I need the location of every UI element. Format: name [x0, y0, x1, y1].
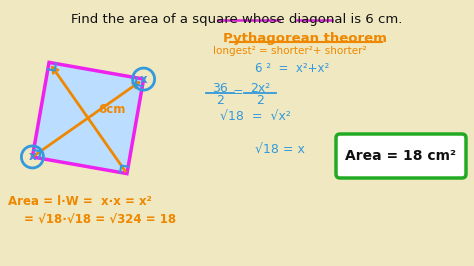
Text: √18  =  √x²: √18 = √x² — [220, 110, 291, 123]
Text: 2x²: 2x² — [250, 82, 270, 95]
Text: √18 = x: √18 = x — [255, 143, 305, 156]
Text: = √18·√18 = √324 = 18: = √18·√18 = √324 = 18 — [24, 213, 176, 226]
Text: Find the area of a square whose diagonal is 6 cm.: Find the area of a square whose diagonal… — [71, 13, 403, 26]
Polygon shape — [32, 63, 144, 174]
Text: Area = l·W =  x·x = x²: Area = l·W = x·x = x² — [8, 195, 152, 208]
Text: x: x — [28, 151, 36, 163]
Text: 2: 2 — [256, 94, 264, 107]
Text: x: x — [140, 73, 147, 86]
Text: 36: 36 — [212, 82, 228, 95]
FancyBboxPatch shape — [336, 134, 466, 178]
Text: Area = 18 cm²: Area = 18 cm² — [346, 149, 456, 163]
Text: Pythagorean theorem: Pythagorean theorem — [223, 32, 387, 45]
Text: 6 ²  =  x²+x²: 6 ² = x²+x² — [255, 62, 329, 75]
Text: longest² = shorter²+ shorter²: longest² = shorter²+ shorter² — [213, 46, 367, 56]
Text: 2: 2 — [216, 94, 224, 107]
Text: 6cm: 6cm — [98, 103, 126, 116]
Text: =: = — [233, 86, 243, 99]
